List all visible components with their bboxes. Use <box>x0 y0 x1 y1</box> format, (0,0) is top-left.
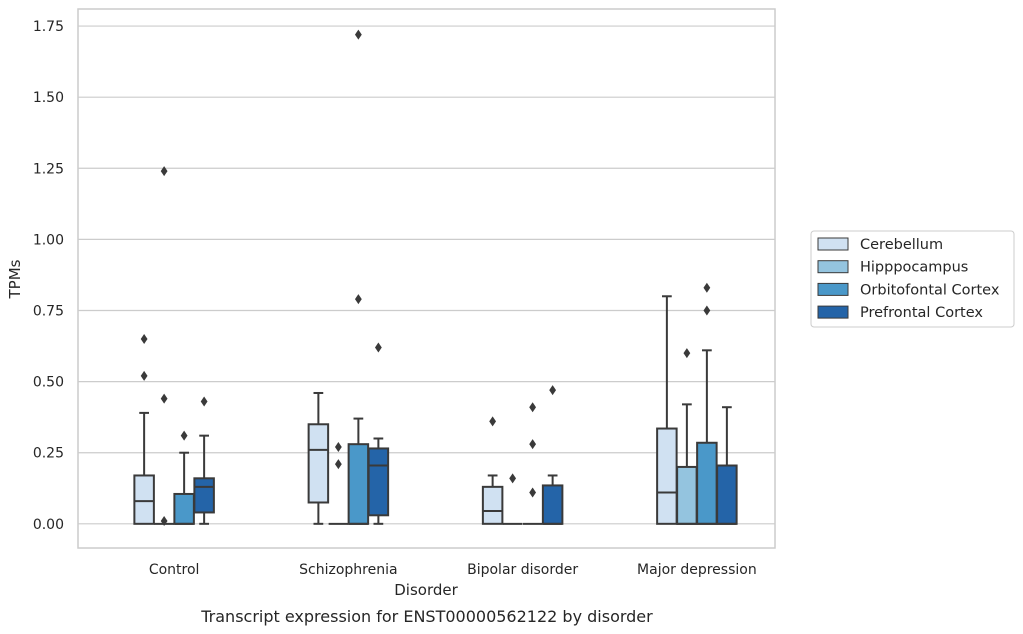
box-orbitofontal-cortex <box>696 282 718 525</box>
outlier-point <box>354 29 362 40</box>
y-tick-labels: 0.00 0.25 0.50 0.75 1.00 1.25 1.50 1.75 <box>33 19 64 533</box>
x-tick-label: Schizophrenia <box>299 562 397 578</box>
outlier-point <box>374 342 382 353</box>
outlier-point <box>140 370 148 381</box>
outlier-point <box>140 333 148 344</box>
box-layer <box>133 29 738 526</box>
box-prefrontal-cortex <box>193 396 215 525</box>
y-tick-label: 0.50 <box>33 375 64 391</box>
box-hipppocampus <box>676 348 698 525</box>
chart-caption: Transcript expression for ENST0000056212… <box>200 607 653 626</box>
box-orbitofontal-cortex <box>173 430 195 525</box>
box-cerebellum <box>481 416 504 525</box>
box-iqr <box>696 441 718 525</box>
x-tick-label: Major depression <box>637 562 757 578</box>
box-prefrontal-cortex <box>367 342 390 525</box>
box-iqr <box>716 464 738 525</box>
box-iqr <box>676 465 698 525</box>
box-iqr <box>347 443 370 525</box>
box-iqr <box>656 427 678 525</box>
legend: Cerebellum Hipppocampus Orbitofontal Corte… <box>810 230 1015 328</box>
legend-swatch <box>817 260 849 274</box>
box-hipppocampus <box>502 473 523 525</box>
x-tick-labels: Control Schizophrenia Bipolar disorder Majo… <box>149 562 757 578</box>
y-tick-label: 1.25 <box>33 161 64 177</box>
box-cerebellum <box>133 333 155 525</box>
box-iqr <box>481 485 504 525</box>
y-tick-label: 0.25 <box>33 446 64 462</box>
box-prefrontal-cortex <box>541 385 564 525</box>
outlier-point <box>703 282 711 293</box>
outlier-point <box>529 487 537 498</box>
outlier-point <box>549 385 557 396</box>
box-iqr <box>307 423 330 504</box>
box-hipppocampus <box>154 166 174 526</box>
box-iqr <box>367 447 390 517</box>
legend-label: Hipppocampus <box>860 260 968 276</box>
legend-frame <box>810 230 1015 328</box>
outlier-point <box>334 442 342 453</box>
box-cerebellum <box>656 295 678 525</box>
outlier-point <box>334 459 342 470</box>
legend-label: Cerebellum <box>860 237 943 253</box>
x-tick-label: Bipolar disorder <box>467 562 578 578</box>
box-prefrontal-cortex <box>716 406 738 525</box>
y-tick-label: 1.50 <box>33 90 64 106</box>
outlier-point <box>354 294 362 305</box>
outlier-point <box>160 515 168 526</box>
outlier-point <box>529 402 537 413</box>
outlier-point <box>509 473 517 484</box>
box-cerebellum <box>307 391 330 525</box>
y-tick-label: 1.00 <box>33 232 64 248</box>
y-tick-label: 0.75 <box>33 303 64 319</box>
box-iqr <box>133 474 155 525</box>
box-iqr <box>193 477 215 514</box>
legend-label: Orbitofontal Cortex <box>860 282 1000 298</box>
legend-swatch <box>817 237 849 251</box>
outlier-point <box>200 396 208 407</box>
box-iqr <box>541 484 564 525</box>
outlier-point <box>529 439 537 450</box>
x-axis-label: Disorder <box>394 581 458 599</box>
outlier-point <box>180 430 188 441</box>
legend-swatch <box>817 305 849 319</box>
y-axis-label: TPMs <box>6 259 24 299</box>
outlier-point <box>703 305 711 316</box>
box-orbitofontal-cortex <box>347 29 370 525</box>
outlier-point <box>160 393 168 404</box>
y-tick-label: 0.00 <box>33 517 64 533</box>
grid-layer <box>78 25 775 525</box>
y-tick-label: 1.75 <box>33 19 64 35</box>
box-orbitofontal-cortex <box>522 402 543 525</box>
legend-swatch <box>817 282 849 296</box>
outlier-point <box>489 416 497 427</box>
legend-label: Prefrontal Cortex <box>860 305 983 321</box>
outlier-point <box>160 166 168 177</box>
outlier-point <box>683 348 691 359</box>
x-tick-label: Control <box>149 562 200 578</box>
box-hipppocampus <box>328 442 349 525</box>
plot-frame <box>77 8 776 549</box>
box-iqr <box>173 492 195 525</box>
